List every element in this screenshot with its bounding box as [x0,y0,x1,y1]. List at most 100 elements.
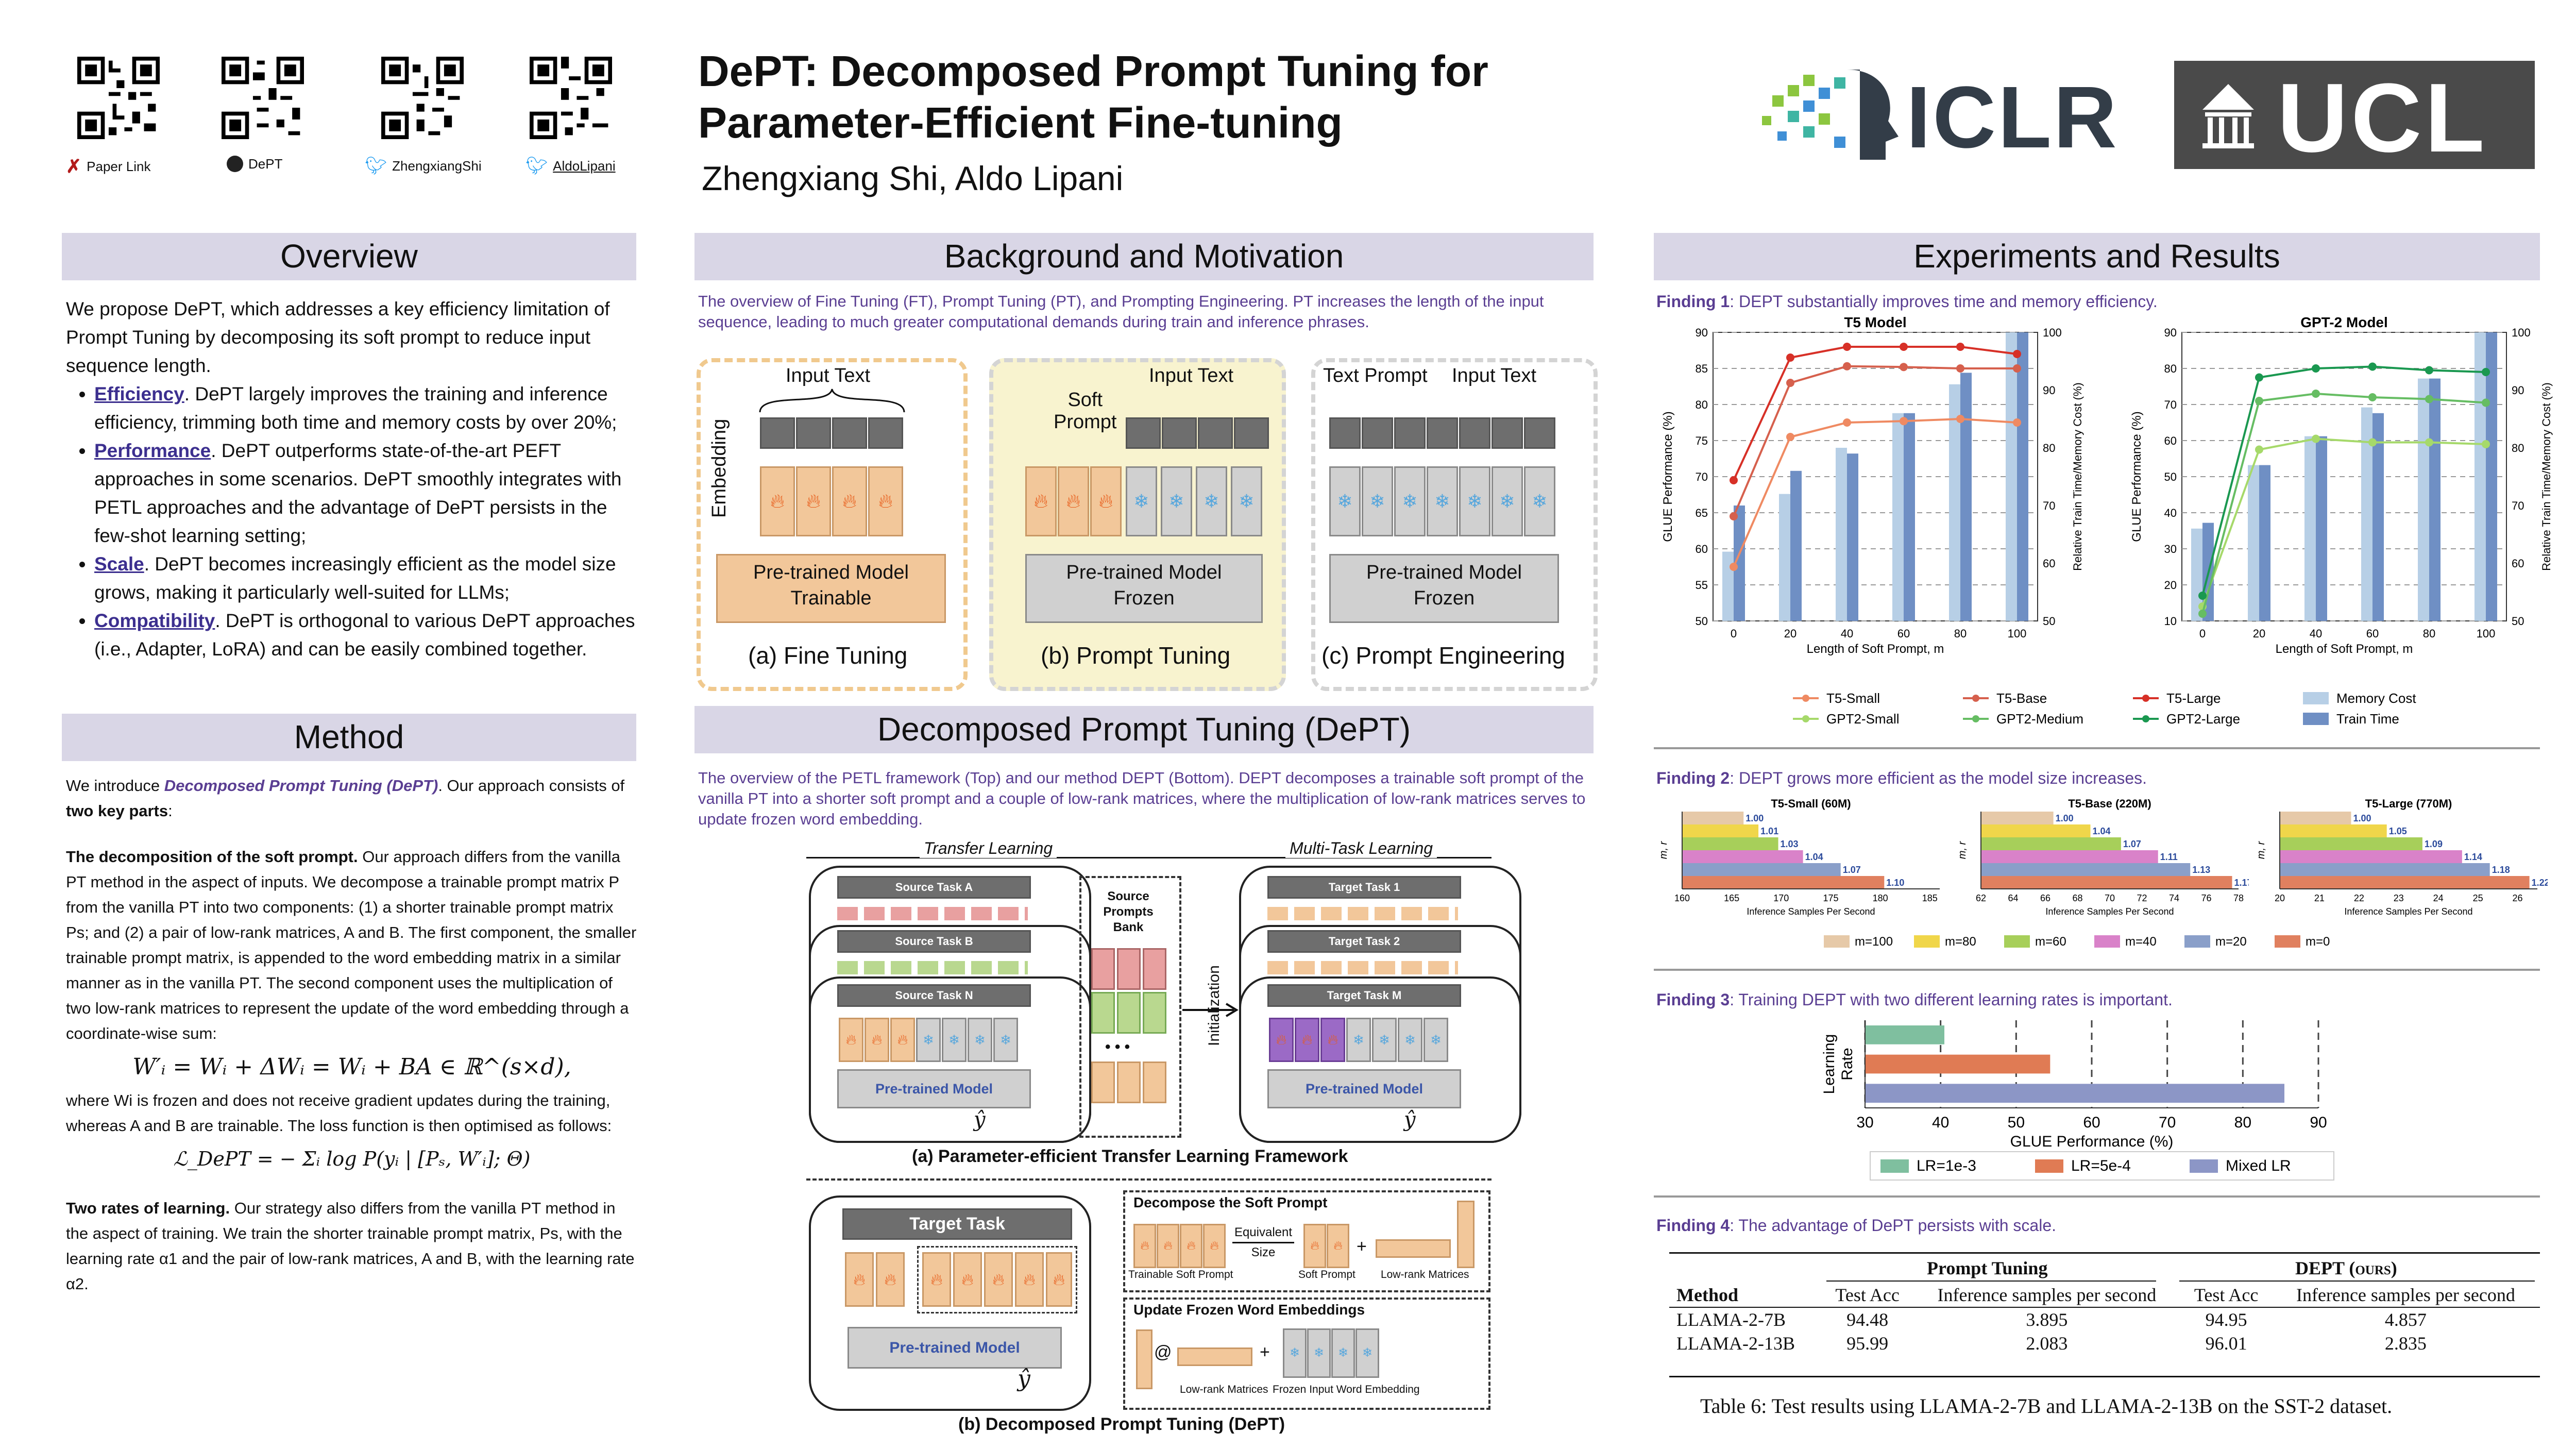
x-tick-label: 78 [2233,893,2244,903]
qr-code-twitter-aldo[interactable] [530,57,612,139]
legend-swatch [1880,1159,1909,1173]
snowflake-icon: ❄ [1402,491,1418,512]
y-tick-label: 60 [1696,543,1708,555]
github-link[interactable]: DePT [227,156,282,172]
legend-label: T5-Small [1826,690,1880,706]
bar-data-label: 1.22 [2532,878,2548,888]
bar-data-label: 1.17 [2234,878,2249,888]
compatibility-link[interactable]: Compatibility [94,610,215,631]
y2-tick-label: 60 [2043,557,2055,570]
snowflake-icon: ❄ [1369,491,1385,512]
bar-m=20 [1682,863,1841,876]
chart-title: T5-Small (60M) [1771,797,1851,810]
token-box [760,417,795,449]
bar-m=0 [1682,876,1885,889]
qr-code-twitter-zhengxiang[interactable] [381,57,464,139]
token-box [868,417,903,449]
x-axis-label: Inference Samples Per Second [2045,906,2174,917]
bar-train-time [2429,378,2441,621]
chart-title: T5-Large (770M) [2365,797,2452,810]
method-decomposition-paragraph: The decomposition of the soft prompt. Ou… [66,848,637,1042]
series-line-gpt2-large [2201,365,2486,596]
token-box [1162,417,1197,449]
y2-tick-label: 90 [2512,384,2524,397]
bar-data-label: 1.05 [2389,826,2407,836]
y-tick-label: 70 [2164,398,2177,411]
data-point [1786,353,1794,362]
series-line-gpt2-small [2201,437,2486,607]
bar-memory-cost [2361,407,2372,621]
chart-title: T5 Model [1844,314,1906,330]
data-point [1786,379,1794,387]
x-tick-label: 25 [2473,893,2483,903]
twitter-link-aldo[interactable]: 🐦︎ AldoLipani [526,156,616,176]
series-line-t5-base [1733,365,2017,517]
pt-soft-prompt-label: Soft Prompt [1054,389,1117,433]
fire-icon: 🔥︎ [878,491,893,512]
arrow-right-icon [1182,1003,1239,1017]
bar-memory-cost [1949,384,1960,621]
fire-icon: 🔥︎ [1066,491,1081,512]
paper-link[interactable]: ✗ Paper Link [66,156,151,177]
x-axis-label: Length of Soft Prompt, m [2276,642,2413,656]
y-tick-label: 50 [1696,615,1708,628]
fire-icon: 🔥︎ [1098,491,1113,512]
legend-label: LR=5e-4 [2071,1157,2131,1174]
data-point [2482,398,2490,407]
embedding-box: 🔥︎ [832,466,867,536]
scale-link[interactable]: Scale [94,553,144,575]
y-tick-label: 10 [2164,615,2177,628]
petl-caption: (a) Parameter-efficient Transfer Learnin… [912,1147,1348,1166]
y-tick-label: 80 [2164,362,2177,375]
x-tick-label: 175 [1823,893,1838,903]
method-heading: Method [62,714,636,761]
qr-code-dept[interactable] [222,57,304,139]
bar-memory-cost [2304,436,2316,621]
update-embeddings-panel [1123,1298,1490,1410]
x-tick-label: 64 [2008,893,2018,903]
x-tick-label: 24 [2433,893,2444,903]
x-tick-label: 68 [2072,893,2082,903]
source-task-n: Source Task N [837,984,1031,1007]
series-line-t5-small [1733,417,2018,567]
bar-m=40 [2280,850,2462,863]
table-group-dept: DEPT (ours) [2295,1258,2397,1278]
bar-m=60 [1981,837,2121,850]
y-tick-label: 20 [2164,579,2177,592]
twitter-link-zhengxiang[interactable]: 🐦︎ ZhengxiangShi [365,156,482,176]
bar-data-label: 1.10 [1886,878,1904,888]
data-point [2255,373,2263,382]
x-tick-label: 40 [1932,1114,1949,1131]
t5-base-bar-chart: T5-Base (220M) 1.00 1.04 1.07 1.11 1.13 1.17 62… [1957,797,2249,917]
x-tick-label: 40 [2310,627,2322,640]
qr-code-paper[interactable] [77,57,160,139]
x-tick-label: 20 [2275,893,2285,903]
bar-data-label: 1.18 [2492,865,2510,875]
bar-m=40 [1682,850,1803,863]
y2-tick-label: 70 [2512,499,2524,512]
series-line-gpt2-medium [2201,392,2486,614]
y-tick-label: 50 [2164,470,2177,483]
x-tick-label: 185 [1922,893,1938,903]
y2-axis-label: Relative Train Time/Memory Cost (%) [2540,382,2553,571]
bar-data-label: 1.09 [2425,839,2443,849]
x-axis-label: Length of Soft Prompt, m [1807,642,1944,656]
efficiency-link[interactable]: Efficiency [94,383,184,405]
bar-data-label: 1.01 [1760,826,1778,836]
data-point [2368,362,2377,371]
y2-tick-label: 100 [2512,326,2531,339]
target-task-2: Target Task 2 [1267,930,1461,953]
y-tick-label: 75 [1696,434,1708,447]
y-axis-label-line1: Learning [1821,1034,1838,1094]
ft-model-box: Pre-trained Model Trainable [716,554,946,623]
t5-small-bar-chart: T5-Small (60M) 1.00 1.011.03 1.04 1.07 1.10 16… [1658,797,1940,917]
y-tick-label: 65 [1696,507,1708,519]
data-point [1900,363,1908,372]
bar-m=40 [1981,850,2158,863]
performance-link[interactable]: Performance [94,440,211,461]
bar-m=60 [2280,837,2422,850]
bar-train-time [1847,453,1858,621]
x-tick-label: 60 [2366,627,2379,640]
data-point [1730,563,1738,571]
embedding-box: 🔥︎ [796,466,831,536]
